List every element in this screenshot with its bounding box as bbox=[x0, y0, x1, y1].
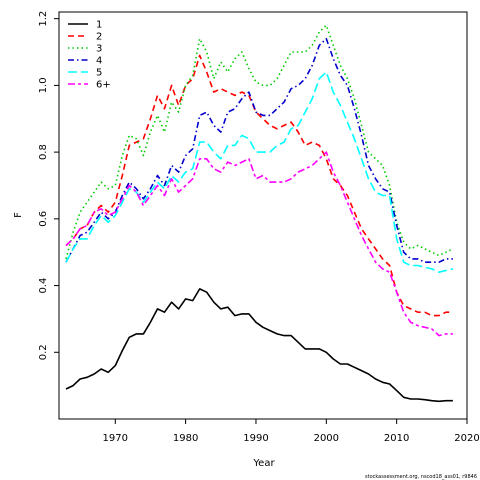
y-tick-label: 0.2 bbox=[38, 344, 49, 360]
x-axis-label: Year bbox=[252, 458, 275, 469]
x-axis: 1970 1980 1990 2000 2010 2020 bbox=[103, 419, 480, 444]
x-tick-label: 2000 bbox=[314, 433, 339, 444]
legend-label: 2 bbox=[96, 32, 102, 43]
y-tick-label: 0.8 bbox=[38, 144, 49, 160]
y-tick-label: 0.6 bbox=[38, 211, 49, 227]
legend-label: 1 bbox=[96, 20, 102, 31]
series-line-6 bbox=[65, 151, 453, 337]
y-tick-label: 1.0 bbox=[38, 77, 49, 93]
y-tick-label: 0.4 bbox=[38, 278, 49, 294]
y-axis: 0.2 0.4 0.6 0.8 1.0 1.2 bbox=[38, 11, 59, 360]
legend-label: 6+ bbox=[96, 80, 111, 91]
legend-label: 4 bbox=[96, 56, 102, 67]
legend-label: 5 bbox=[96, 68, 102, 79]
x-tick-label: 1970 bbox=[103, 433, 128, 444]
y-axis-label: F bbox=[13, 212, 24, 218]
series-line-5 bbox=[65, 71, 454, 274]
series-line-1 bbox=[65, 288, 453, 403]
plot-frame bbox=[58, 11, 468, 420]
series-layer bbox=[65, 24, 454, 403]
legend-label: 3 bbox=[96, 44, 102, 55]
x-tick-label: 1980 bbox=[173, 433, 198, 444]
series-line-2 bbox=[65, 54, 453, 317]
x-tick-label: 1990 bbox=[243, 433, 268, 444]
footer-credit: stockassessment.org, nscod18_ass01, r984… bbox=[365, 474, 477, 480]
x-tick-label: 2020 bbox=[454, 433, 479, 444]
y-tick-label: 1.2 bbox=[38, 11, 49, 27]
x-tick-label: 2010 bbox=[384, 433, 409, 444]
